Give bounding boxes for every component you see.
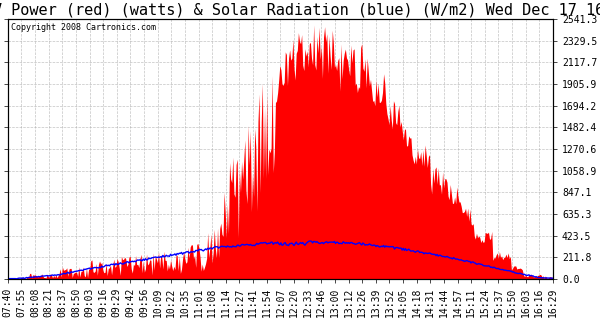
Text: Copyright 2008 Cartronics.com: Copyright 2008 Cartronics.com xyxy=(11,23,155,32)
Title: Total PV Power (red) (watts) & Solar Radiation (blue) (W/m2) Wed Dec 17 16:29: Total PV Power (red) (watts) & Solar Rad… xyxy=(0,3,600,18)
